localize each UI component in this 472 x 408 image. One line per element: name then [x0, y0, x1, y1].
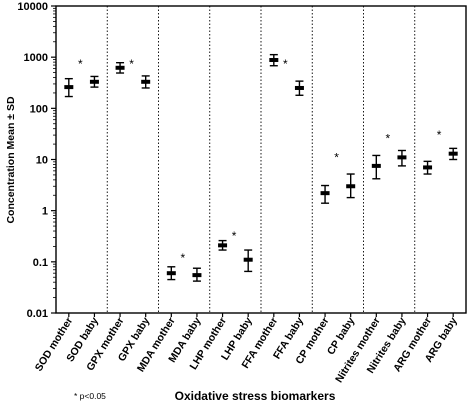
- mean-marker: [166, 271, 176, 276]
- mean-marker: [423, 165, 433, 170]
- footnote: * p<0.05: [74, 391, 106, 401]
- significance-star: *: [283, 57, 288, 71]
- mean-marker: [448, 151, 458, 156]
- mean-marker: [115, 65, 125, 70]
- significance-star: *: [334, 150, 339, 164]
- y-tick-label: 1000: [24, 52, 48, 64]
- mean-marker: [269, 58, 279, 63]
- mean-marker: [218, 243, 228, 248]
- significance-star: *: [129, 57, 134, 71]
- mean-marker: [320, 191, 330, 196]
- y-axis-label: Concentration Mean ± SD: [5, 96, 17, 224]
- x-axis-label: Oxidative stress biomarkers: [175, 389, 336, 403]
- significance-star: *: [78, 57, 83, 71]
- y-tick-label: 10000: [17, 1, 48, 13]
- y-tick-label: 1: [42, 206, 48, 218]
- significance-star: *: [232, 229, 237, 243]
- x-tick-label: SOD mother: [33, 315, 76, 373]
- mean-marker: [371, 163, 381, 168]
- y-tick-label: 0.1: [33, 257, 48, 269]
- y-tick-label: 0.01: [27, 308, 48, 320]
- significance-star: *: [386, 132, 391, 146]
- mean-marker: [89, 79, 99, 84]
- mean-marker: [192, 273, 202, 278]
- mean-marker: [346, 184, 356, 189]
- mean-marker: [294, 85, 304, 90]
- significance-star: *: [181, 251, 186, 265]
- significance-star: *: [437, 128, 442, 142]
- mean-marker: [243, 257, 253, 262]
- y-tick-label: 10: [36, 155, 48, 167]
- mean-marker: [64, 85, 74, 90]
- mean-marker: [397, 155, 407, 160]
- mean-marker: [141, 79, 151, 84]
- y-tick-label: 100: [30, 103, 48, 115]
